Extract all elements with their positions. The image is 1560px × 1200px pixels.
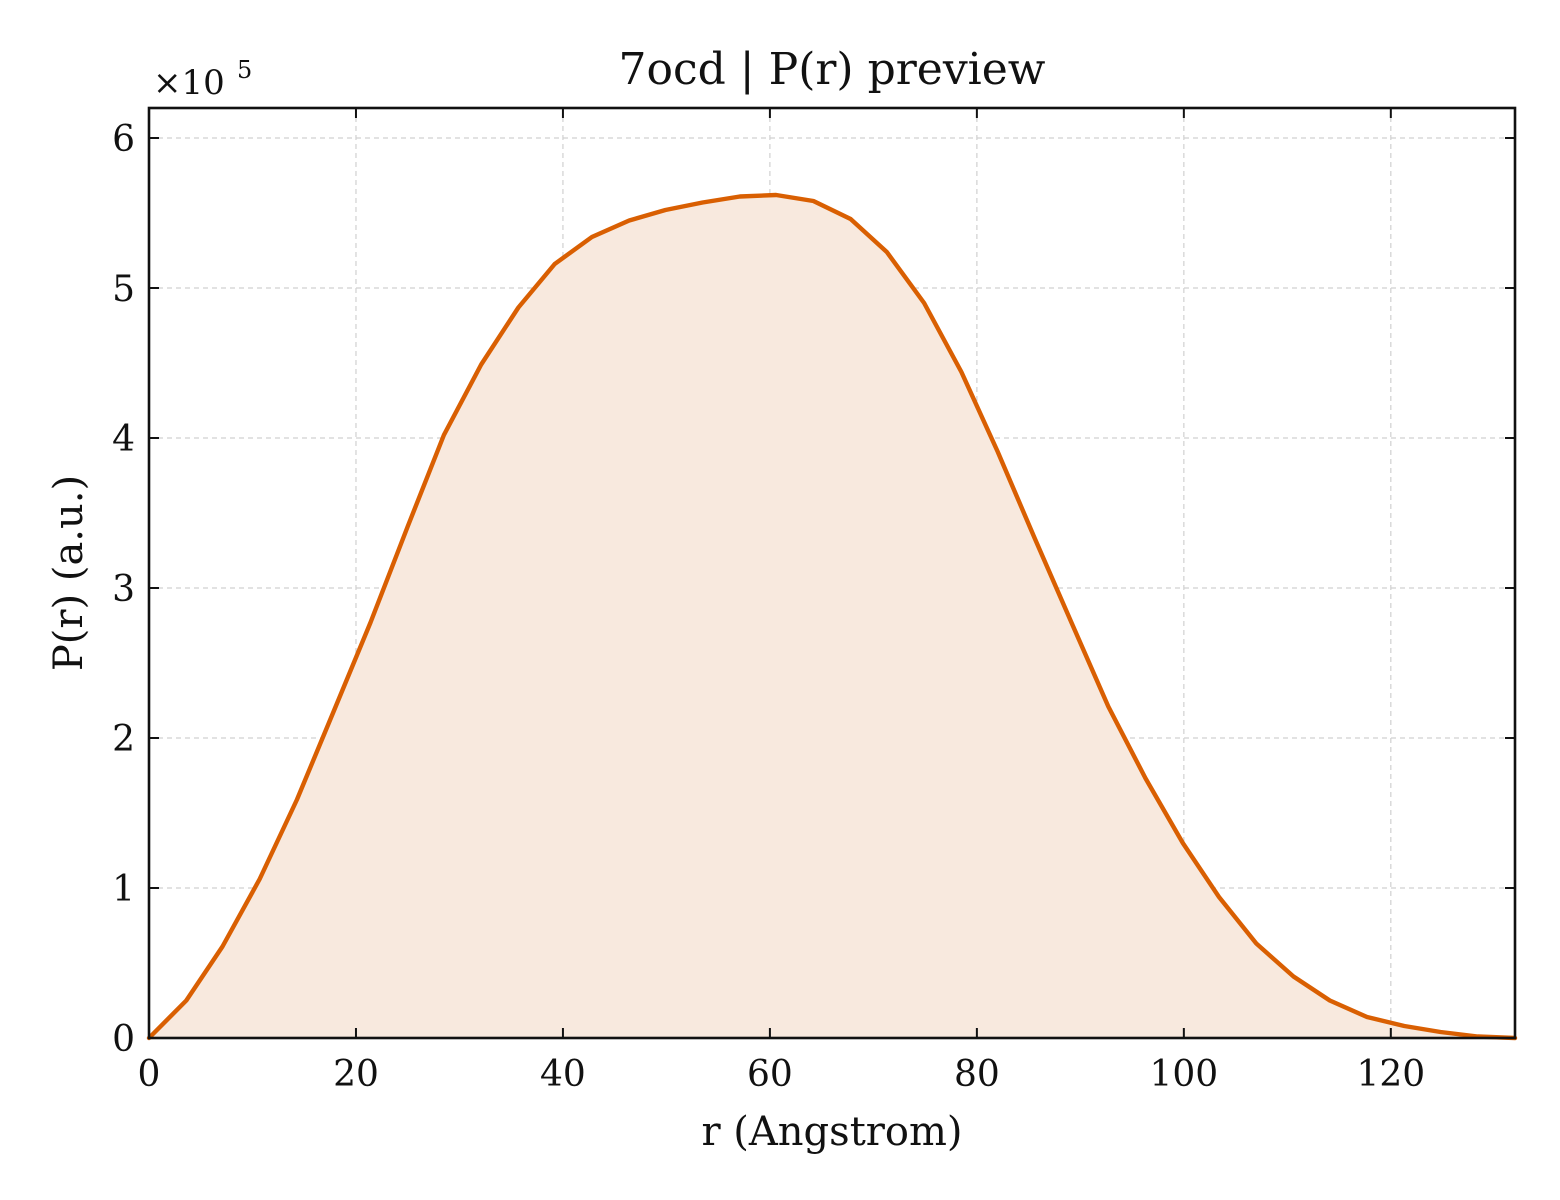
- pr-line: [146, 192, 1518, 1041]
- y-tick-label: 6: [112, 119, 135, 160]
- tick-layer: 0 20 40 60 80 100 120 0 1 2 3 4 5 6: [112, 108, 1515, 1095]
- x-tick-label: 100: [1149, 1054, 1218, 1095]
- x-tick-label: 120: [1356, 1054, 1425, 1095]
- x-axis-label: r (Angstrom): [701, 1109, 962, 1155]
- y-tick-label: 3: [112, 569, 135, 610]
- x-tick-label: 0: [138, 1054, 161, 1095]
- y-axis-label: P(r) (a.u.): [46, 475, 92, 671]
- x-tick-label: 20: [333, 1054, 379, 1095]
- data-point-layer: [148, 194, 1516, 1039]
- x-tick-label: 40: [540, 1054, 586, 1095]
- plot-frame: [147, 106, 1517, 1040]
- x-tick-label: 60: [747, 1054, 793, 1095]
- chart-title: 7ocd | P(r) preview: [619, 44, 1046, 95]
- y-axis-multiplier: ×10 5: [153, 56, 252, 103]
- y-tick-label: 4: [112, 419, 135, 460]
- x-tick-label: 80: [954, 1054, 1000, 1095]
- y-multiplier-base: ×10: [153, 63, 225, 103]
- y-tick-label: 0: [112, 1019, 135, 1060]
- y-tick-label: 1: [112, 869, 135, 910]
- y-tick-label: 5: [112, 269, 135, 310]
- line-layer: [146, 192, 1518, 1041]
- y-tick-label: 2: [112, 719, 135, 760]
- y-multiplier-exponent: 5: [237, 56, 252, 84]
